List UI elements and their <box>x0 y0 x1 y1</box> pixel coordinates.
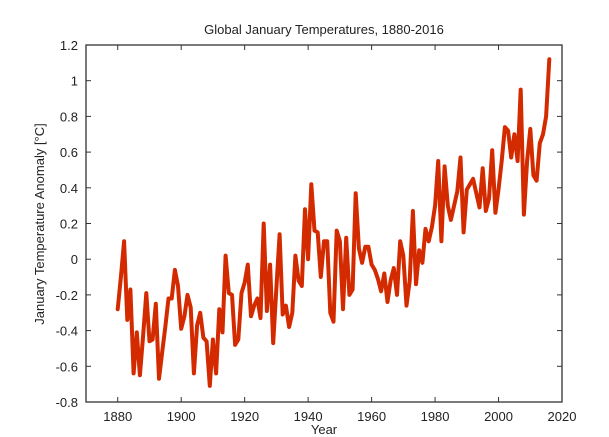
y-tick-label: -0.4 <box>56 324 78 339</box>
y-tick-label: 0.2 <box>60 217 78 232</box>
x-axis-label: Year <box>311 422 338 437</box>
x-tick-label: 1920 <box>230 409 259 424</box>
x-tick-label: 1880 <box>103 409 132 424</box>
y-tick-label: -0.8 <box>56 395 78 410</box>
y-tick-label: 0 <box>71 252 78 267</box>
chart-title: Global January Temperatures, 1880-2016 <box>204 22 444 37</box>
y-tick-label: 1.2 <box>60 38 78 53</box>
plot-frame <box>85 44 563 403</box>
x-tick-label: 2020 <box>548 409 577 424</box>
y-axis-label: January Temperature Anomaly [°C] <box>32 123 47 325</box>
x-tick-label: 1980 <box>421 409 450 424</box>
y-tick-label: 0.6 <box>60 145 78 160</box>
y-tick-label: -0.2 <box>56 288 78 303</box>
y-tick-label: 0.8 <box>60 109 78 124</box>
y-tick-label: 1 <box>71 74 78 89</box>
x-tick-label: 1900 <box>167 409 196 424</box>
x-tick-label: 1940 <box>294 409 323 424</box>
y-tick-label: 0.4 <box>60 181 78 196</box>
series-line <box>115 57 552 388</box>
x-tick-label: 2000 <box>484 409 513 424</box>
x-tick-label: 1960 <box>357 409 386 424</box>
y-tick-label: -0.6 <box>56 359 78 374</box>
